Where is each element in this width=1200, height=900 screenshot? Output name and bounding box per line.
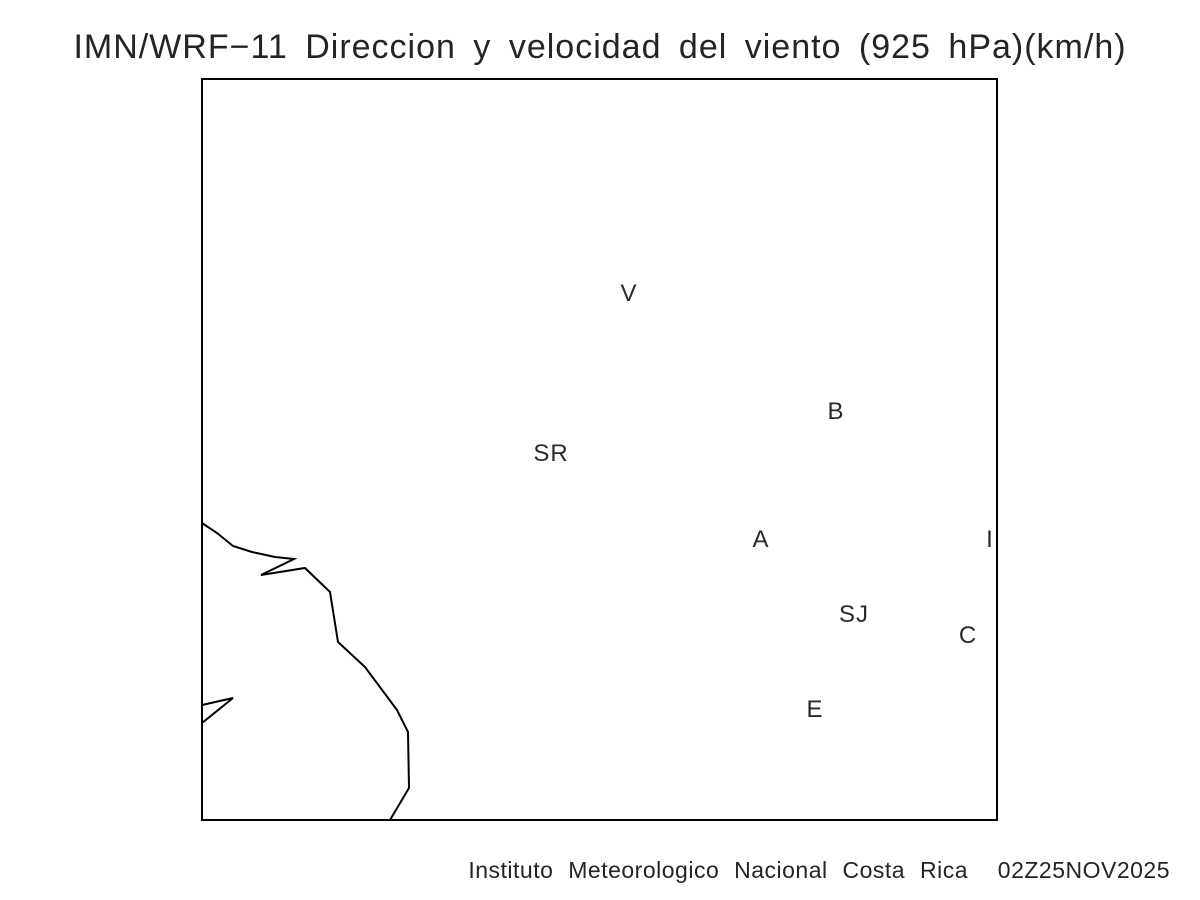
station-label-sr: SR bbox=[533, 440, 569, 467]
page-title: IMN/WRF−11 Direccion y velocidad del vie… bbox=[73, 28, 1127, 66]
pacific-coastline bbox=[201, 522, 411, 821]
station-label-a: A bbox=[752, 526, 770, 553]
station-label-v: V bbox=[620, 280, 638, 307]
station-label-b: B bbox=[827, 398, 845, 425]
station-label-sj: SJ bbox=[838, 601, 870, 628]
station-label-c: C bbox=[958, 622, 978, 649]
station-label-e: E bbox=[806, 696, 824, 723]
footer-credit-timestamp: Instituto Meteorologico Nacional Costa R… bbox=[468, 857, 1170, 883]
station-label-i: I bbox=[986, 526, 994, 553]
map-frame bbox=[201, 78, 998, 821]
coastline-inlet bbox=[201, 697, 234, 724]
